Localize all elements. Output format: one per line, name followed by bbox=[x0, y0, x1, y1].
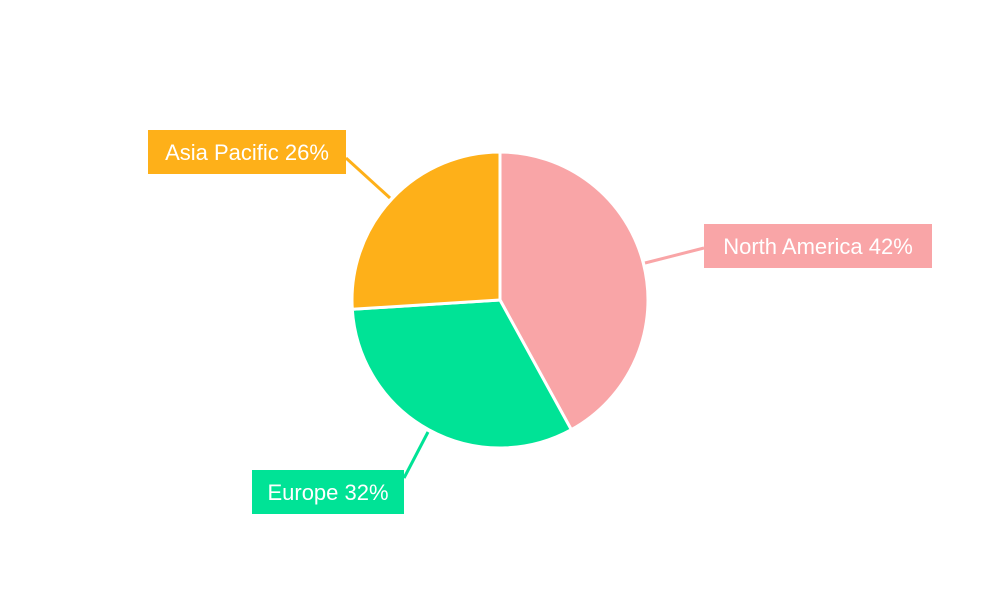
data-label: Europe 32% bbox=[267, 480, 388, 505]
leader-line bbox=[402, 431, 430, 479]
pie-slice-north-america[interactable] bbox=[498, 150, 650, 432]
data-label-box bbox=[252, 470, 404, 514]
leader-line bbox=[344, 156, 392, 200]
data-label-box bbox=[148, 130, 346, 174]
pie-slice-europe[interactable] bbox=[350, 298, 574, 450]
data-label: Asia Pacific 26% bbox=[165, 140, 329, 165]
data-label: North America 42% bbox=[723, 234, 913, 259]
data-label-box bbox=[704, 224, 932, 268]
leader-line bbox=[644, 246, 705, 265]
pie-slice-asia-pacific[interactable] bbox=[350, 150, 502, 311]
